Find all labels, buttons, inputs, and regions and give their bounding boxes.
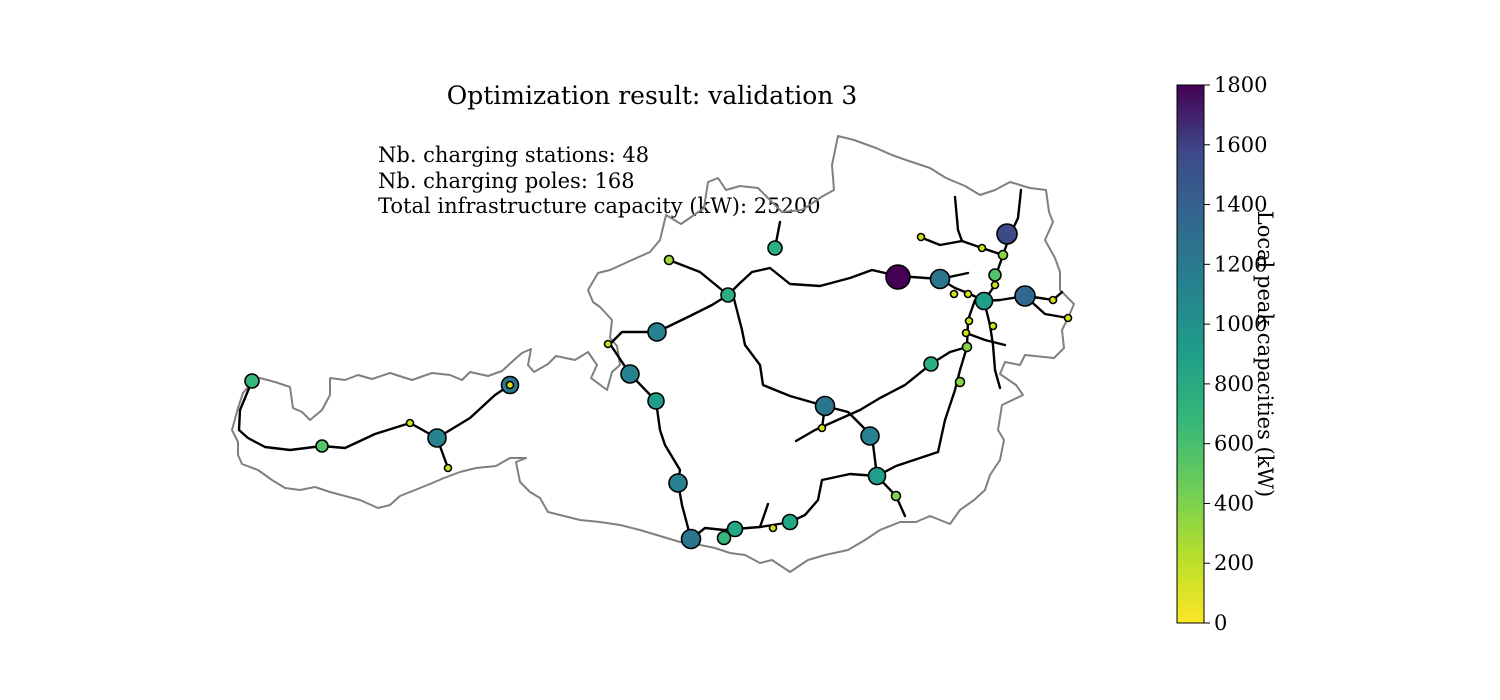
station-marker: [620, 364, 640, 384]
station-marker: [929, 268, 951, 290]
colorbar-tick-label: 600: [1214, 432, 1254, 456]
station-marker: [315, 439, 329, 453]
stat-poles: Nb. charging poles: 168: [378, 169, 635, 193]
station-marker: [860, 426, 880, 446]
map-title: Optimization result: validation 3: [447, 81, 858, 110]
colorbar-tick-label: 0: [1214, 611, 1227, 635]
station-marker: [767, 240, 783, 256]
station-marker: [996, 223, 1018, 245]
colorbar-tick-label: 200: [1214, 551, 1254, 575]
stat-capacity: Total infrastructure capacity (kW): 2520…: [378, 194, 821, 218]
station-marker: [647, 392, 665, 410]
station-marker: [990, 280, 1000, 290]
station-marker: [1048, 295, 1058, 305]
station-marker: [647, 322, 667, 342]
road-network: [237, 188, 1070, 541]
station-marker: [781, 513, 799, 531]
station-marker: [405, 418, 415, 428]
colorbar-gradient: [1176, 84, 1205, 624]
station-marker: [867, 466, 887, 486]
station-marker: [974, 291, 994, 311]
station-marker: [988, 321, 998, 331]
station-marker: [244, 373, 260, 389]
station-marker: [977, 243, 987, 253]
colorbar: 0 200 400 600 800 1000 1200 1400 1600 1800 Local …: [1176, 73, 1277, 635]
station-marker: [997, 249, 1009, 261]
station-marker: [961, 341, 973, 353]
colorbar-ticks: 0 200 400 600 800 1000 1200 1400 1600 1800: [1204, 73, 1267, 635]
charging-stations: [244, 223, 1073, 550]
station-marker: [988, 268, 1002, 282]
station-marker: [885, 264, 911, 290]
country-border: [231, 135, 1075, 573]
station-marker: [505, 380, 515, 390]
colorbar-label: Local peak capacities (kW): [1253, 211, 1277, 498]
station-marker: [963, 289, 973, 299]
station-marker: [817, 423, 827, 433]
colorbar-tick-label: 1000: [1214, 312, 1267, 336]
station-marker: [668, 473, 688, 493]
station-marker: [768, 523, 778, 533]
colorbar-tick-label: 1200: [1214, 252, 1267, 276]
station-marker: [726, 520, 744, 538]
station-marker: [720, 287, 736, 303]
station-marker: [949, 289, 959, 299]
colorbar-tick-label: 1800: [1214, 73, 1267, 97]
colorbar-tick-label: 400: [1214, 491, 1254, 515]
stat-stations: Nb. charging stations: 48: [378, 143, 649, 167]
station-marker: [923, 356, 939, 372]
colorbar-tick-label: 800: [1214, 372, 1254, 396]
station-marker: [916, 232, 926, 242]
station-marker: [663, 254, 675, 266]
station-marker: [890, 490, 902, 502]
colorbar-tick-label: 1600: [1214, 133, 1267, 157]
station-marker: [1014, 285, 1036, 307]
station-marker: [954, 376, 966, 388]
station-marker: [716, 530, 732, 546]
colorbar-tick-label: 1400: [1214, 193, 1267, 217]
station-marker: [961, 328, 971, 338]
station-marker: [680, 528, 702, 550]
station-marker: [443, 463, 453, 473]
station-marker: [603, 339, 613, 349]
station-marker: [964, 316, 974, 326]
station-marker: [1063, 313, 1073, 323]
station-marker: [814, 395, 836, 417]
station-marker: [427, 428, 447, 448]
